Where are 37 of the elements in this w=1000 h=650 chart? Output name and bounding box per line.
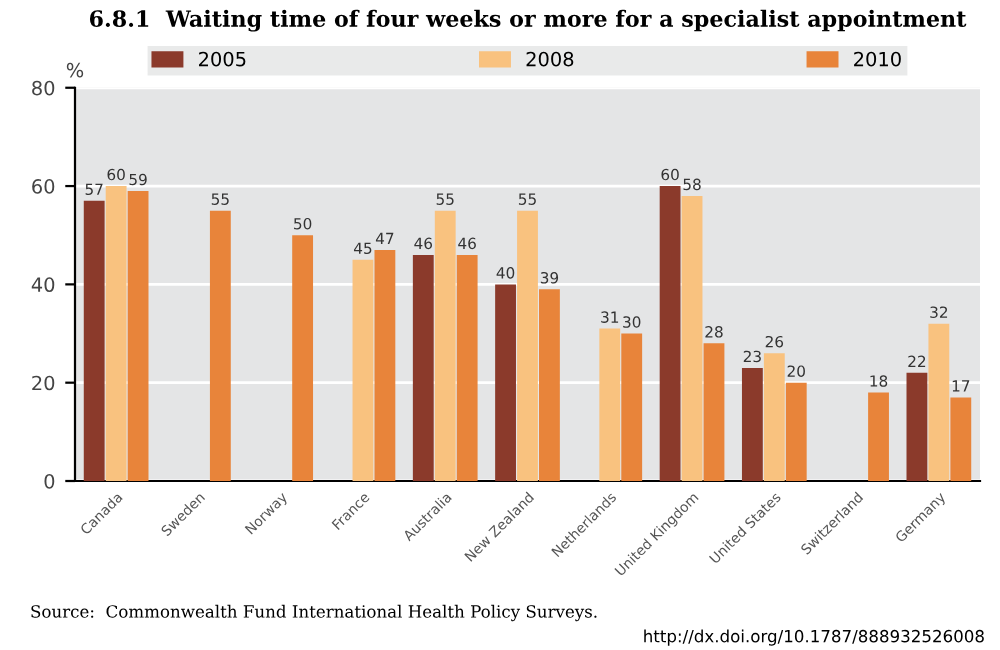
bar <box>517 210 538 481</box>
bar <box>659 186 681 481</box>
text: http://dx.doi.org/10.1787/888932526008 <box>644 629 984 646</box>
bar <box>127 190 149 481</box>
y-tick-label: 40 <box>31 277 55 293</box>
chart-title: 6.8.1 Waiting time of four weeks or more for a specialist appointment <box>89 9 967 32</box>
bar <box>495 284 516 481</box>
legend-label: 2008 <box>526 51 574 67</box>
bar <box>292 235 314 481</box>
bar <box>703 343 725 481</box>
bar <box>105 186 127 481</box>
bar <box>539 289 560 481</box>
bar <box>599 328 621 481</box>
bar <box>412 254 434 481</box>
bar <box>906 372 928 481</box>
bar <box>681 195 703 481</box>
source-note: Source: Commonwealth Fund International Health Policy Surveys. <box>31 604 597 622</box>
bar <box>456 254 478 481</box>
bar <box>83 200 105 481</box>
bar <box>950 397 972 481</box>
y-axis-title: % <box>66 62 84 78</box>
bar <box>741 367 763 481</box>
bar <box>785 382 807 481</box>
y-tick-label: 20 <box>32 375 55 391</box>
bar <box>928 323 950 481</box>
legend-label: 2010 <box>854 51 901 67</box>
bar <box>209 210 231 481</box>
bar <box>621 333 643 481</box>
y-tick-label: 60 <box>32 179 55 194</box>
y-tick-label: 80 <box>32 80 55 96</box>
bar <box>434 210 456 481</box>
legend-label: 2005 <box>199 51 246 67</box>
y-tick-label: 0 <box>44 473 55 489</box>
bar <box>352 259 374 481</box>
bar <box>868 392 889 481</box>
bar <box>374 249 396 481</box>
bar <box>763 353 785 481</box>
